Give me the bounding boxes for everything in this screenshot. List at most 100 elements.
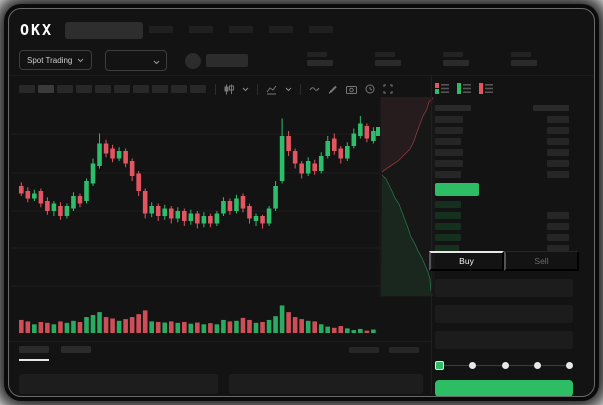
ask-row[interactable] <box>433 158 579 169</box>
bid-row[interactable] <box>433 232 579 243</box>
volume-bar <box>84 317 89 333</box>
orderbook-asks-icon[interactable] <box>479 83 494 94</box>
candle <box>201 216 207 224</box>
slider-stop[interactable] <box>566 362 573 369</box>
nav-item[interactable] <box>149 26 173 33</box>
tab-sell[interactable]: Sell <box>504 251 579 271</box>
order-input[interactable] <box>435 279 573 297</box>
volume-bar <box>155 321 161 333</box>
camera-icon[interactable] <box>346 85 357 94</box>
pair-dropdown[interactable] <box>105 50 167 71</box>
bottom-action[interactable] <box>389 347 419 353</box>
toolbar-divider <box>215 83 216 95</box>
timeframe-button[interactable] <box>38 85 54 93</box>
bid-row[interactable] <box>433 210 579 221</box>
fullscreen-icon[interactable] <box>383 84 393 94</box>
volume-bar <box>305 320 311 333</box>
buy-submit-button[interactable] <box>435 380 573 396</box>
bid-row[interactable] <box>433 243 579 254</box>
timeframe-button[interactable] <box>114 85 130 93</box>
order-input[interactable] <box>435 305 573 323</box>
toolbar-icons <box>215 83 393 95</box>
bottom-tab[interactable] <box>19 346 49 361</box>
candle <box>195 213 200 224</box>
orderbook-combined-icon[interactable] <box>435 83 450 94</box>
candle <box>325 141 331 156</box>
volume-bar <box>64 322 70 333</box>
okx-logo[interactable]: OKX <box>20 21 54 39</box>
depth-panel-bg <box>379 97 435 297</box>
nav-item[interactable] <box>229 26 253 33</box>
timeframe-button[interactable] <box>19 85 35 93</box>
timeframe-button[interactable] <box>76 85 92 93</box>
candle <box>305 161 311 174</box>
timeframe-button[interactable] <box>171 85 187 93</box>
candlestick-chart[interactable] <box>9 97 439 339</box>
last-price-marker <box>376 127 380 136</box>
volume-bar <box>351 330 357 333</box>
ask-row[interactable] <box>433 114 579 125</box>
slider-stop[interactable] <box>469 362 477 369</box>
chevron-down-icon <box>77 56 84 65</box>
ask-row[interactable] <box>433 136 579 147</box>
amount-slider[interactable] <box>435 361 573 371</box>
nav-item[interactable] <box>309 26 333 33</box>
timeframe-button[interactable] <box>152 85 168 93</box>
volume-bar <box>358 328 363 333</box>
depth-asks-area <box>381 97 433 172</box>
timeframe-button[interactable] <box>95 85 111 93</box>
bid-row[interactable] <box>433 199 579 210</box>
bid-amount <box>547 223 569 230</box>
volume-bar <box>195 322 200 333</box>
search-input[interactable] <box>65 22 143 39</box>
ask-row[interactable] <box>433 169 579 180</box>
candle <box>331 138 337 151</box>
bid-row[interactable] <box>433 221 579 232</box>
bottom-tab[interactable] <box>61 346 91 353</box>
toolbar-divider <box>300 83 301 95</box>
nav-item[interactable] <box>189 26 213 33</box>
volume-bar <box>136 314 141 333</box>
candle <box>345 146 350 159</box>
slider-stop[interactable] <box>435 361 444 370</box>
volume-bar <box>123 319 128 333</box>
candles-icon[interactable] <box>224 84 234 95</box>
candle <box>318 156 324 171</box>
candle <box>97 143 102 166</box>
orderbook-bids-icon[interactable] <box>457 83 472 94</box>
tab-buy[interactable]: Buy <box>429 251 504 271</box>
history-icon[interactable] <box>365 84 375 94</box>
volume-bar <box>312 321 317 333</box>
candle <box>279 136 285 181</box>
timeframe-button[interactable] <box>57 85 73 93</box>
volume-bar <box>260 321 265 333</box>
chevron-down-icon[interactable] <box>242 87 249 92</box>
timeframe-button[interactable] <box>190 85 206 93</box>
draw-icon[interactable] <box>328 84 338 94</box>
ask-row[interactable] <box>433 147 579 158</box>
slider-stop[interactable] <box>501 362 509 369</box>
ticker-stat <box>375 52 401 66</box>
volume-bar <box>338 326 344 333</box>
volume-bar <box>110 318 115 333</box>
market-type-dropdown[interactable]: Spot Trading <box>19 50 93 70</box>
ask-price <box>435 138 461 145</box>
bottom-action[interactable] <box>349 347 379 353</box>
nav-item[interactable] <box>269 26 293 33</box>
candle <box>45 201 50 211</box>
line-tool-icon[interactable] <box>309 85 320 93</box>
chevron-down-icon[interactable] <box>285 87 292 92</box>
timeframe-button[interactable] <box>133 85 149 93</box>
candle <box>247 206 252 219</box>
candle <box>214 213 220 224</box>
volume-bar <box>279 305 285 333</box>
ask-amount <box>547 149 569 156</box>
ask-row[interactable] <box>433 125 579 136</box>
slider-stop[interactable] <box>533 362 541 369</box>
volume-bar <box>318 324 324 333</box>
candle <box>90 163 96 184</box>
ask-price <box>435 149 463 156</box>
indicators-icon[interactable] <box>266 84 277 95</box>
order-input[interactable] <box>435 331 573 349</box>
orderbook-header <box>433 102 579 114</box>
